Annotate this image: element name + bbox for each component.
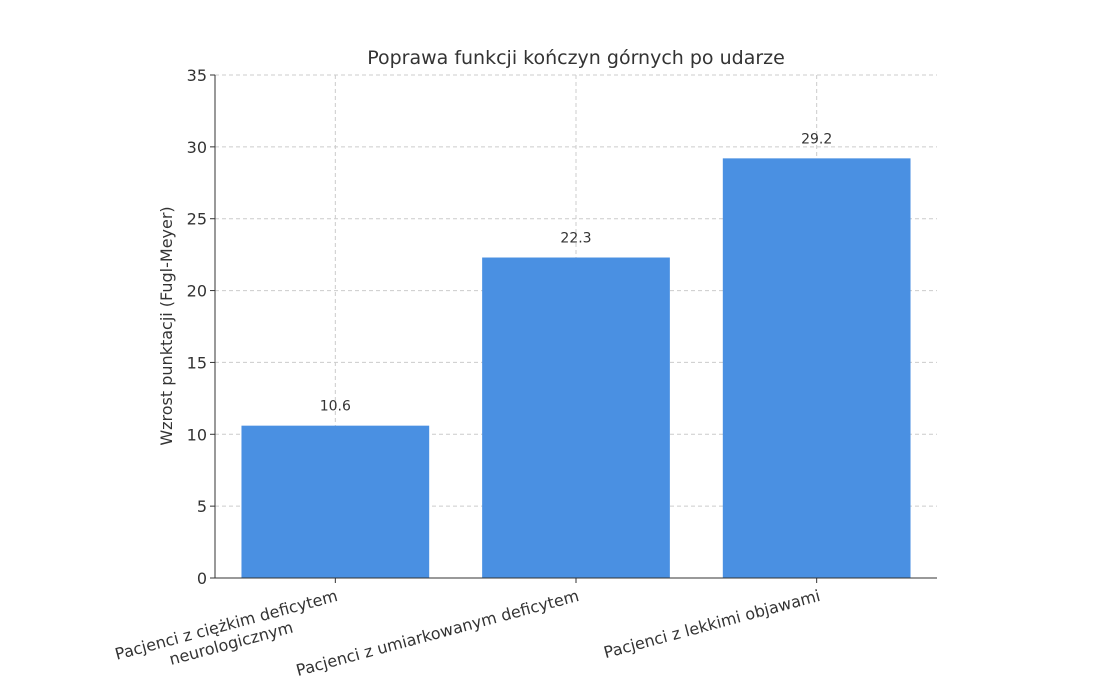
y-tick-label: 10 [187, 425, 207, 444]
y-axis-label: Wzrost punktacji (Fugl-Meyer) [157, 206, 176, 445]
value-label: 29.2 [801, 131, 832, 147]
value-label: 22.3 [560, 231, 591, 247]
bar [241, 425, 430, 578]
bar [722, 158, 911, 578]
y-tick-label: 25 [187, 210, 207, 229]
y-tick-label: 5 [197, 497, 207, 516]
bar [482, 257, 670, 578]
y-tick-label: 35 [187, 66, 207, 85]
y-tick-label: 30 [187, 138, 207, 157]
y-tick-label: 15 [187, 353, 207, 372]
y-tick-label: 0 [197, 569, 207, 588]
y-tick-label: 20 [187, 282, 207, 301]
value-label: 10.6 [320, 399, 351, 415]
chart-title: Poprawa funkcji kończyn górnych po udarz… [367, 47, 785, 69]
